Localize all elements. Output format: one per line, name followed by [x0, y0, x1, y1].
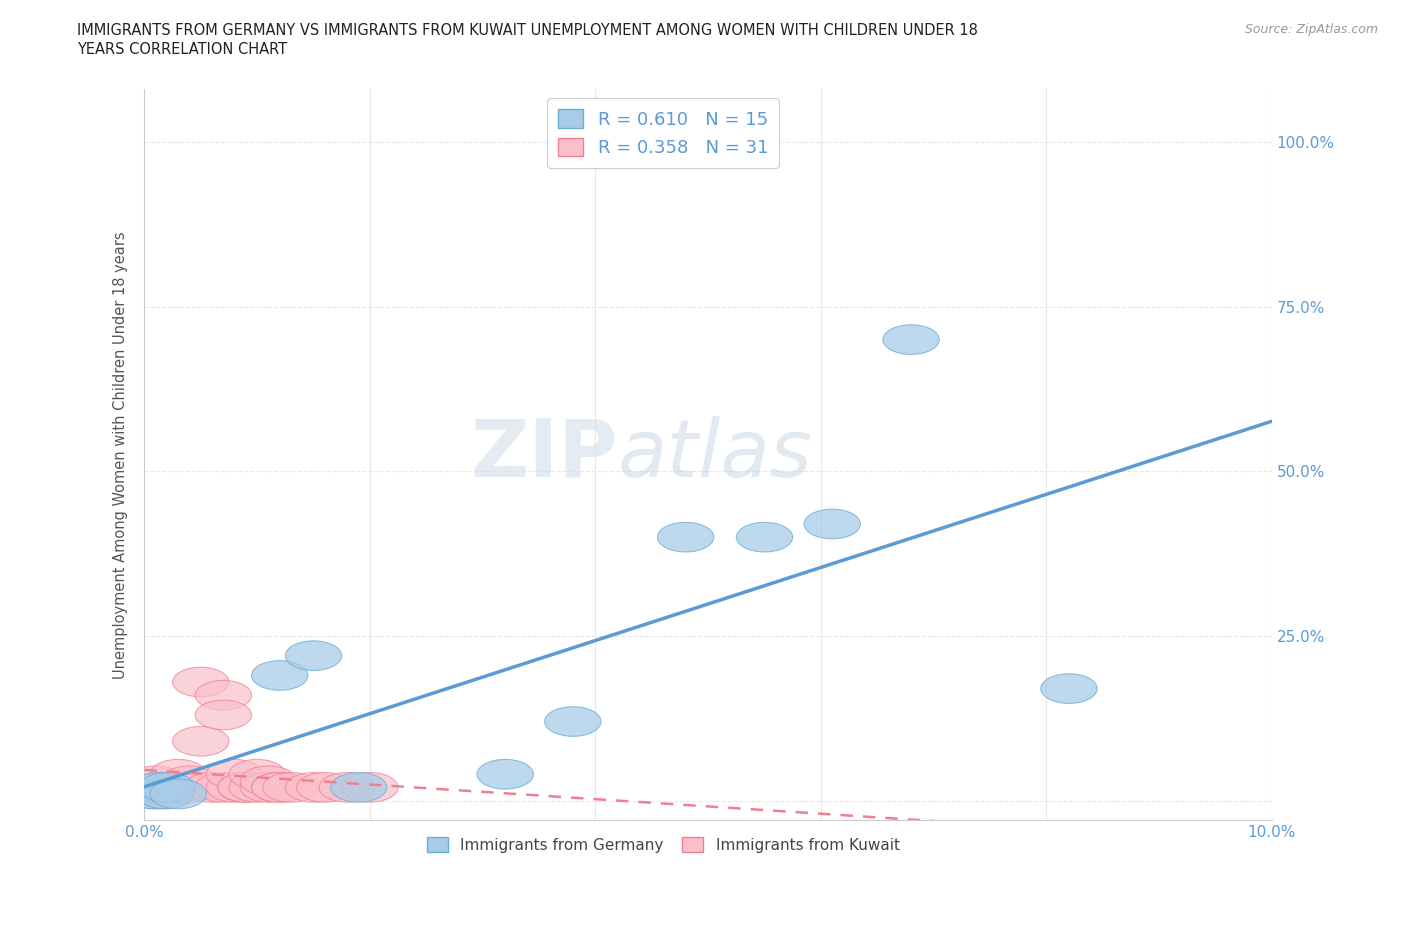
Ellipse shape [150, 773, 207, 803]
Ellipse shape [207, 760, 263, 789]
Legend: Immigrants from Germany, Immigrants from Kuwait: Immigrants from Germany, Immigrants from… [419, 829, 907, 860]
Ellipse shape [1040, 673, 1097, 703]
Ellipse shape [162, 773, 218, 803]
Ellipse shape [173, 726, 229, 756]
Ellipse shape [150, 779, 207, 809]
Ellipse shape [229, 760, 285, 789]
Ellipse shape [129, 773, 186, 803]
Ellipse shape [883, 325, 939, 354]
Ellipse shape [263, 773, 319, 803]
Ellipse shape [477, 760, 533, 789]
Text: ZIP: ZIP [471, 416, 619, 494]
Text: IMMIGRANTS FROM GERMANY VS IMMIGRANTS FROM KUWAIT UNEMPLOYMENT AMONG WOMEN WITH : IMMIGRANTS FROM GERMANY VS IMMIGRANTS FR… [77, 23, 979, 38]
Ellipse shape [218, 773, 274, 803]
Ellipse shape [162, 766, 218, 795]
Ellipse shape [804, 509, 860, 538]
Ellipse shape [285, 773, 342, 803]
Ellipse shape [195, 681, 252, 710]
Ellipse shape [285, 641, 342, 671]
Ellipse shape [218, 773, 274, 803]
Text: Source: ZipAtlas.com: Source: ZipAtlas.com [1244, 23, 1378, 36]
Ellipse shape [134, 773, 190, 803]
Ellipse shape [184, 773, 240, 803]
Ellipse shape [195, 773, 252, 803]
Ellipse shape [173, 667, 229, 697]
Ellipse shape [252, 773, 308, 803]
Ellipse shape [342, 773, 398, 803]
Ellipse shape [330, 773, 387, 803]
Ellipse shape [128, 766, 184, 795]
Ellipse shape [150, 773, 207, 803]
Ellipse shape [319, 773, 375, 803]
Ellipse shape [544, 707, 600, 737]
Y-axis label: Unemployment Among Women with Children Under 18 years: Unemployment Among Women with Children U… [114, 231, 128, 679]
Ellipse shape [139, 779, 195, 809]
Ellipse shape [139, 773, 195, 803]
Ellipse shape [658, 523, 714, 552]
Ellipse shape [240, 773, 297, 803]
Ellipse shape [229, 773, 285, 803]
Text: atlas: atlas [619, 416, 813, 494]
Ellipse shape [150, 760, 207, 789]
Ellipse shape [252, 660, 308, 690]
Ellipse shape [297, 773, 353, 803]
Ellipse shape [139, 773, 195, 803]
Text: YEARS CORRELATION CHART: YEARS CORRELATION CHART [77, 42, 287, 57]
Ellipse shape [128, 779, 184, 809]
Ellipse shape [252, 773, 308, 803]
Ellipse shape [737, 523, 793, 552]
Ellipse shape [125, 779, 181, 809]
Ellipse shape [136, 779, 193, 809]
Ellipse shape [195, 700, 252, 730]
Ellipse shape [240, 766, 297, 795]
Ellipse shape [207, 773, 263, 803]
